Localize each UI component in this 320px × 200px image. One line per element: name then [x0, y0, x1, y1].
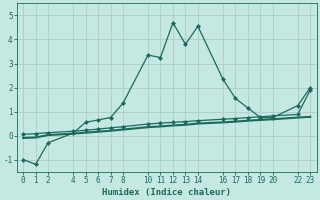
- X-axis label: Humidex (Indice chaleur): Humidex (Indice chaleur): [102, 188, 231, 197]
